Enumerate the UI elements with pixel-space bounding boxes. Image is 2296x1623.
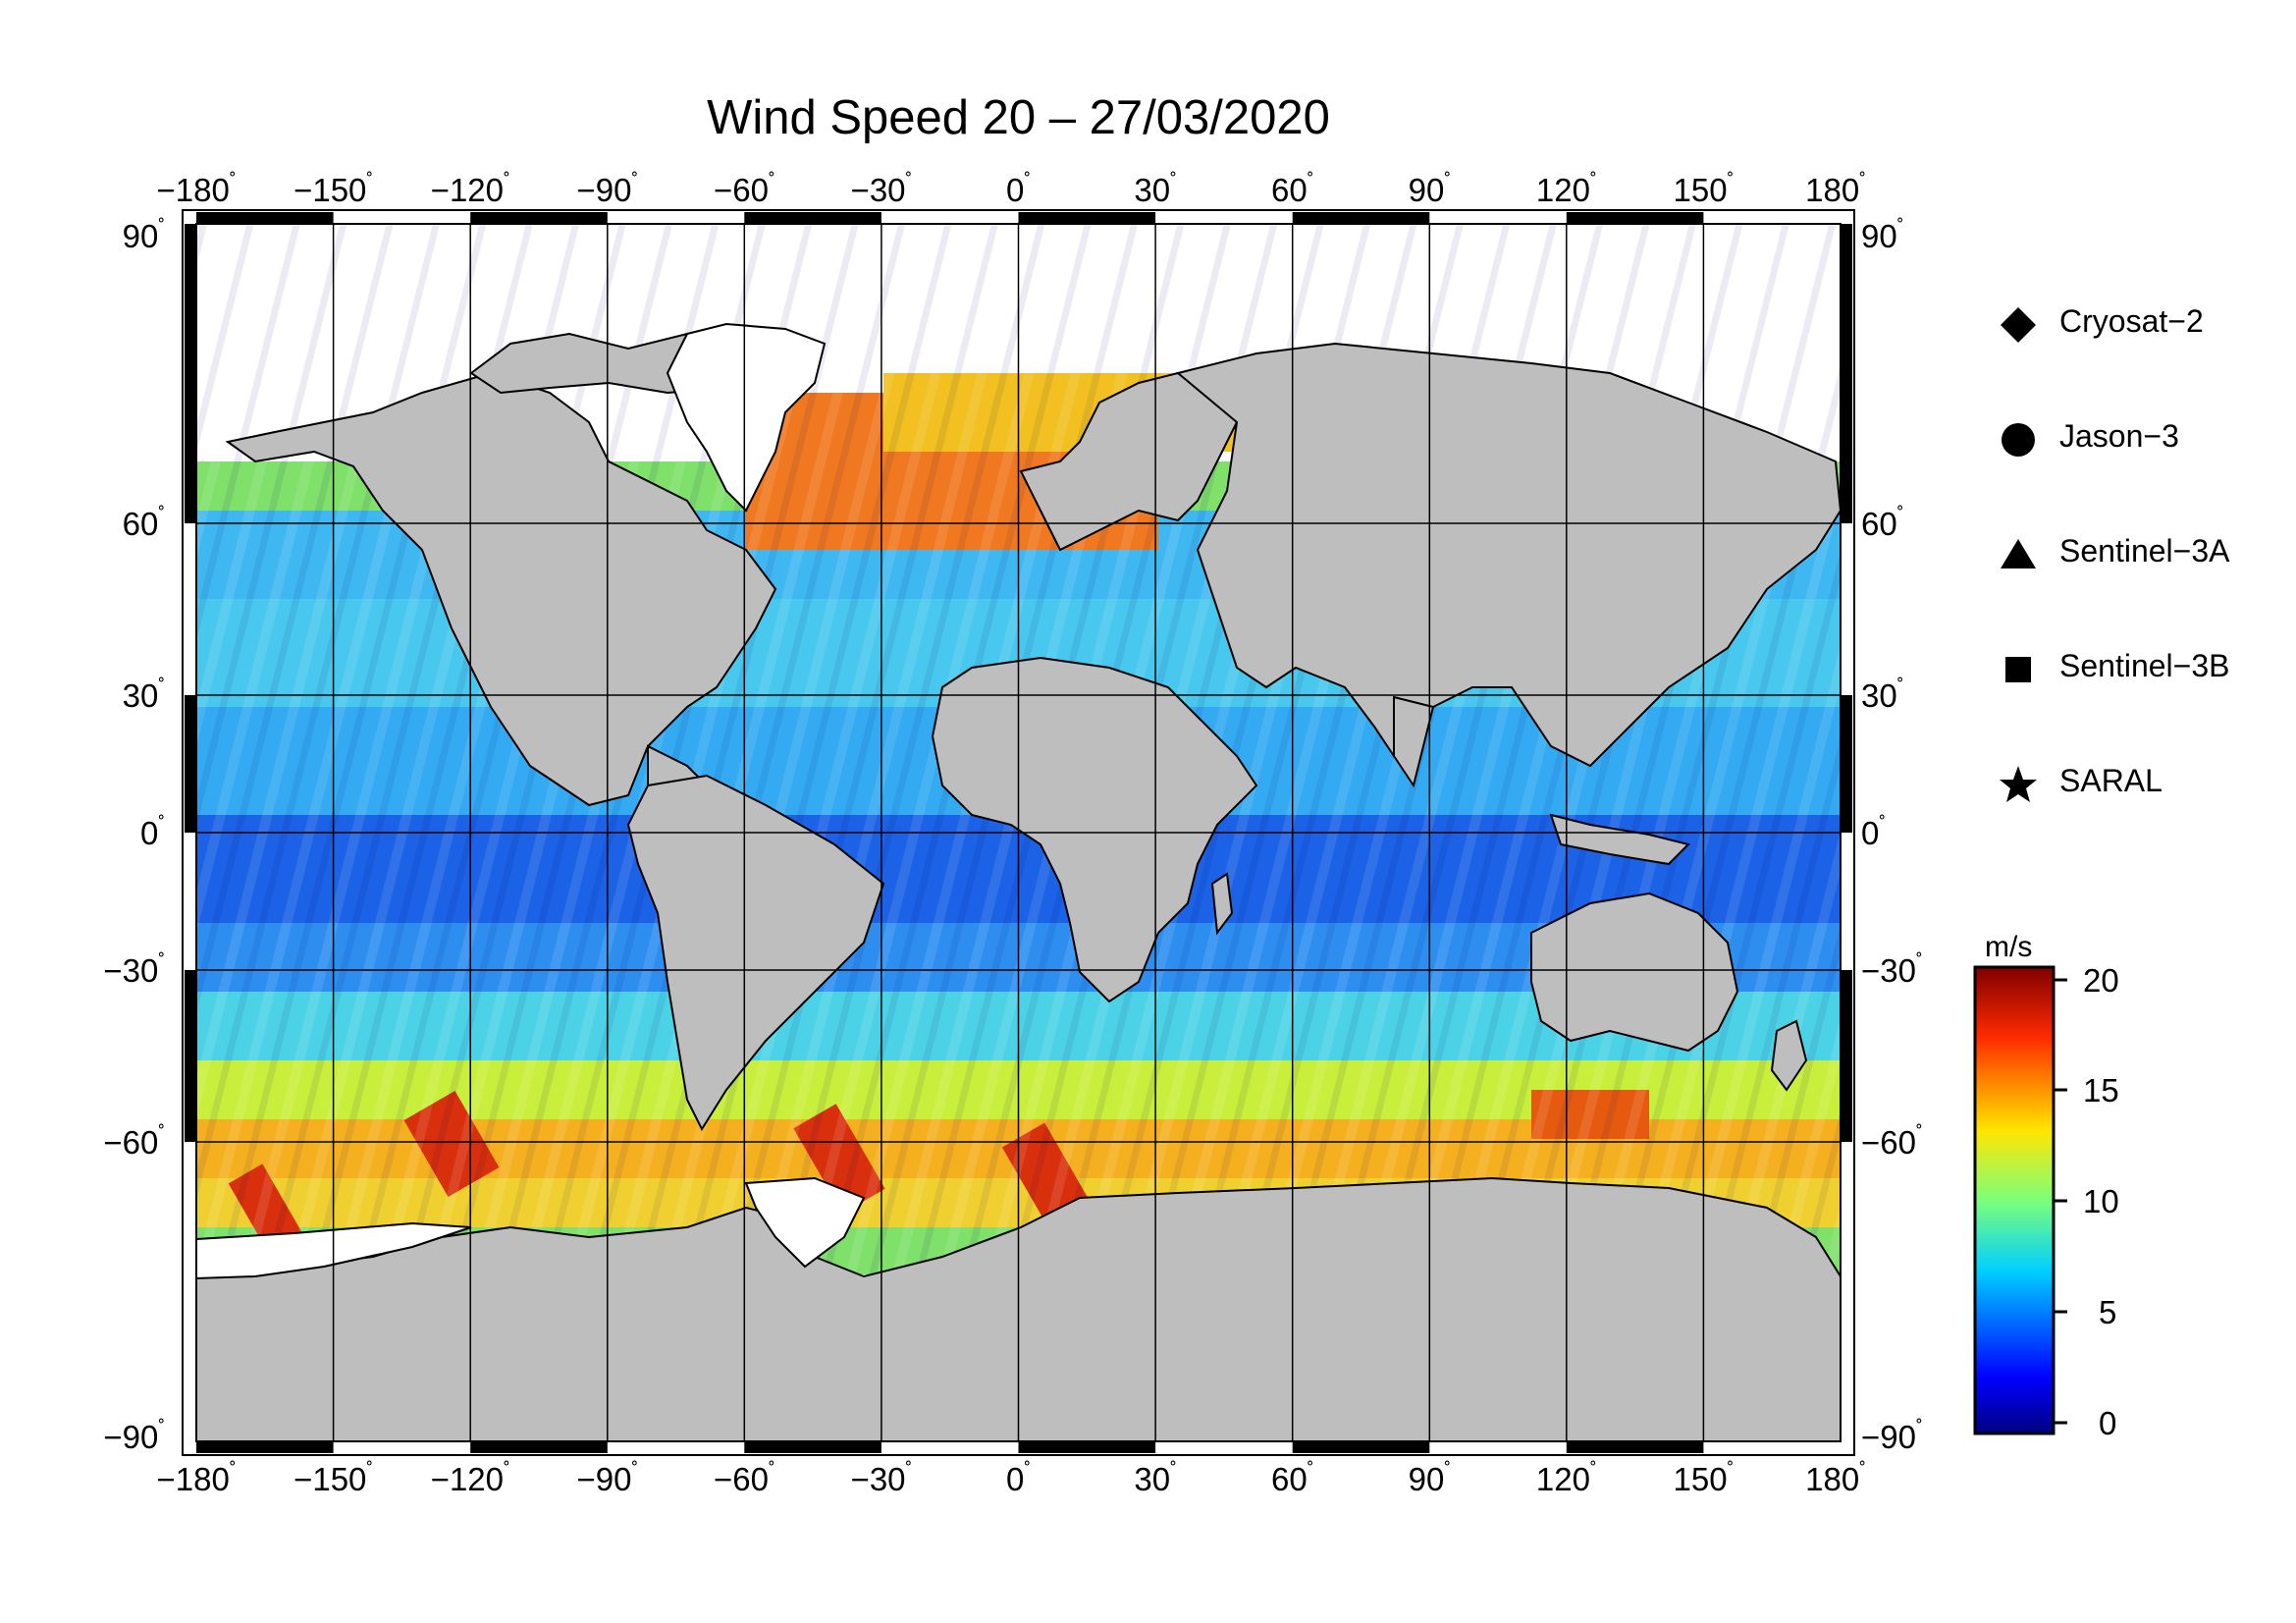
legend-label: Sentinel−3B xyxy=(2059,648,2230,683)
x-tick-bottom: 30˚ xyxy=(1134,1460,1176,1497)
x-tick-bottom: −30˚ xyxy=(851,1460,913,1497)
legend-item-cryosat: Cryosat−2 xyxy=(1999,294,2273,352)
circle-icon xyxy=(2002,423,2035,457)
x-tick-top: 150˚ xyxy=(1674,171,1735,208)
x-tick-bottom: −150˚ xyxy=(294,1460,373,1497)
x-tick-top: 180˚ xyxy=(1805,171,1866,208)
y-tick-left: 0˚ xyxy=(140,814,165,851)
legend-label: Jason−3 xyxy=(2059,418,2179,454)
legend-label: Sentinel−3A xyxy=(2059,533,2230,568)
y-tick-left: 60˚ xyxy=(123,505,165,542)
x-tick-bottom: 90˚ xyxy=(1409,1460,1451,1497)
y-tick-right: −60˚ xyxy=(1861,1123,1923,1161)
colorbar-tick: 15 xyxy=(2083,1072,2119,1109)
new-zealand xyxy=(1770,1019,1808,1092)
ice-shelf-weddell xyxy=(744,1176,866,1269)
y-tick-left: −60˚ xyxy=(103,1123,165,1161)
star-icon xyxy=(2000,766,2037,802)
map-frame xyxy=(182,209,1855,1456)
colorbar-tick: 10 xyxy=(2083,1183,2119,1219)
legend-label: SARAL xyxy=(2059,763,2163,798)
africa xyxy=(931,656,1258,1003)
x-tick-bottom: −120˚ xyxy=(431,1460,510,1497)
legend-label: Cryosat−2 xyxy=(2059,303,2204,339)
x-tick-top: 0˚ xyxy=(1006,171,1031,208)
y-axis-left: 90˚ 60˚ 30˚ 0˚ −30˚ −60˚ −90˚ xyxy=(103,217,165,1455)
y-tick-left: 90˚ xyxy=(123,217,165,254)
europe xyxy=(1019,371,1239,552)
x-tick-top: 120˚ xyxy=(1536,171,1597,208)
greenland xyxy=(666,322,827,513)
y-tick-left: 30˚ xyxy=(123,676,165,714)
legend-item-sentinel-3b: Sentinel−3B xyxy=(1999,638,2273,697)
y-tick-right: 60˚ xyxy=(1861,505,1903,542)
x-tick-top: −30˚ xyxy=(851,171,913,208)
y-tick-right: 0˚ xyxy=(1861,814,1886,851)
x-tick-bottom: 150˚ xyxy=(1674,1460,1735,1497)
x-tick-top: 60˚ xyxy=(1271,171,1313,208)
y-tick-right: 30˚ xyxy=(1861,676,1903,714)
x-tick-bottom: 0˚ xyxy=(1006,1460,1031,1497)
map-title: Wind Speed 20 – 27/03/2020 xyxy=(707,91,1330,144)
legend-item-sentinel-3a: Sentinel−3A xyxy=(1999,523,2273,582)
legend-item-saral: SARAL xyxy=(1999,753,2273,812)
x-tick-bottom: −180˚ xyxy=(156,1460,236,1497)
x-axis-top: −180˚ −150˚ −120˚ −90˚ −60˚ −30˚ 0˚ 30˚ … xyxy=(156,171,1865,208)
asia xyxy=(1175,342,1842,768)
madagascar xyxy=(1210,872,1234,936)
x-tick-bottom: −60˚ xyxy=(714,1460,775,1497)
indonesia xyxy=(1549,813,1690,866)
colorbar-unit: m/s xyxy=(1985,931,2033,963)
y-tick-right: −90˚ xyxy=(1861,1418,1923,1455)
colorbar-gradient xyxy=(1973,965,2056,1435)
x-tick-top: 90˚ xyxy=(1409,171,1451,208)
x-tick-bottom: 60˚ xyxy=(1271,1460,1313,1497)
y-tick-left: −30˚ xyxy=(103,951,165,989)
south-america xyxy=(626,774,885,1132)
y-tick-right: 90˚ xyxy=(1861,217,1903,254)
y-axis-right: 90˚ 60˚ 30˚ 0˚ −30˚ −60˚ −90˚ xyxy=(1861,217,1923,1455)
x-tick-top: −60˚ xyxy=(714,171,775,208)
y-tick-left: −90˚ xyxy=(103,1418,165,1455)
north-america xyxy=(225,371,777,807)
legend-item-jason: Jason−3 xyxy=(1999,408,2273,467)
diamond-icon xyxy=(2001,307,2036,343)
x-tick-bottom: −90˚ xyxy=(576,1460,638,1497)
x-tick-top: −120˚ xyxy=(431,171,510,208)
x-axis-bottom: −180˚ −150˚ −120˚ −90˚ −60˚ −30˚ 0˚ 30˚ … xyxy=(156,1460,1865,1497)
graticule xyxy=(196,224,1841,1441)
colorbar-tick: 5 xyxy=(2099,1294,2116,1330)
x-tick-bottom: 180˚ xyxy=(1805,1460,1866,1497)
square-icon xyxy=(2005,657,2031,682)
x-tick-top: −90˚ xyxy=(576,171,638,208)
y-tick-right: −30˚ xyxy=(1861,951,1923,989)
x-tick-top: −180˚ xyxy=(156,171,236,208)
triangle-icon xyxy=(2001,539,2036,568)
colorbar-tick: 20 xyxy=(2083,962,2119,999)
x-tick-top: 30˚ xyxy=(1134,171,1176,208)
x-tick-top: −150˚ xyxy=(294,171,373,208)
india xyxy=(1393,695,1435,788)
colorbar-tick: 0 xyxy=(2099,1405,2116,1441)
x-tick-bottom: 120˚ xyxy=(1536,1460,1597,1497)
colorbar: 20 15 10 5 0 xyxy=(1973,962,2119,1441)
